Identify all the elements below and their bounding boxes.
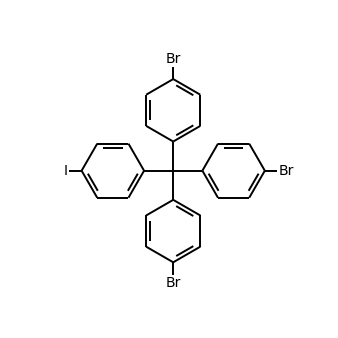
Text: Br: Br	[166, 276, 181, 290]
Text: Br: Br	[166, 51, 181, 66]
Text: I: I	[64, 164, 68, 178]
Text: Br: Br	[279, 164, 294, 178]
